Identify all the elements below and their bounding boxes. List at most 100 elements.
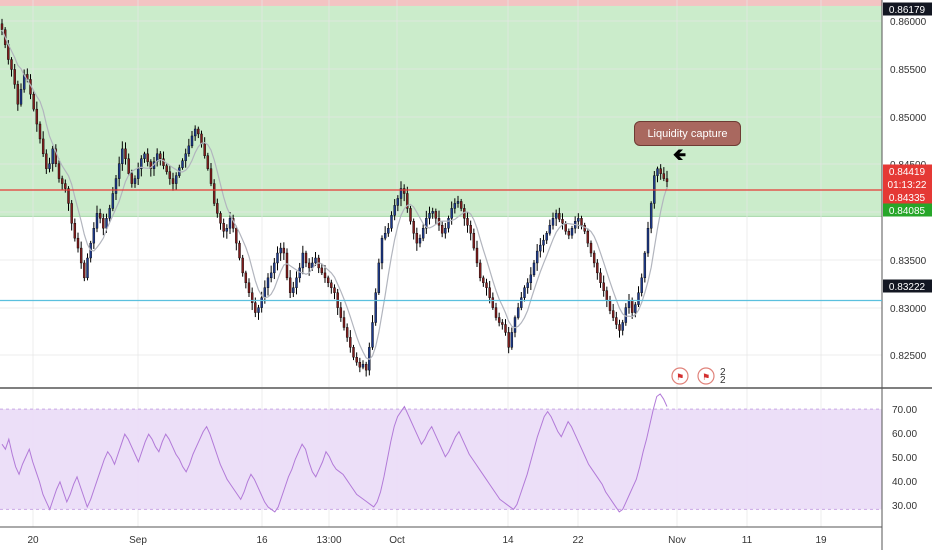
candle xyxy=(70,200,73,231)
candle xyxy=(592,250,596,268)
candle-body xyxy=(330,282,333,288)
candle xyxy=(472,228,476,251)
candle-body xyxy=(295,277,298,288)
candle-body xyxy=(611,310,615,318)
oscillator-line xyxy=(1,393,668,513)
price-tag-label: 0.84335 xyxy=(889,193,926,204)
candle-body xyxy=(466,218,469,226)
candle xyxy=(35,101,39,132)
price-tag: 0.84419 xyxy=(883,164,932,178)
candle xyxy=(504,319,507,336)
candle-body xyxy=(127,158,130,174)
candle xyxy=(19,83,23,107)
candle xyxy=(358,357,362,373)
candle-body xyxy=(257,307,260,313)
candle xyxy=(181,158,184,170)
candle-body xyxy=(659,168,662,174)
candle-body xyxy=(390,215,393,229)
candle-body xyxy=(469,225,472,234)
candle-body xyxy=(599,272,602,284)
candle-body xyxy=(361,363,365,368)
candle xyxy=(510,327,514,350)
time-tick-label: Nov xyxy=(668,535,686,546)
candle xyxy=(447,215,450,233)
candle xyxy=(216,198,219,218)
candle-body xyxy=(545,232,548,241)
candle-body xyxy=(250,292,254,303)
candle xyxy=(516,302,520,320)
candle xyxy=(292,281,295,298)
candle-body xyxy=(146,153,149,162)
candle xyxy=(371,315,374,350)
candle-body xyxy=(567,231,571,236)
candle xyxy=(143,151,146,163)
candle-body xyxy=(548,225,552,234)
price-tag: 0.84335 xyxy=(883,190,932,204)
oscillator-tick-label: 50.00 xyxy=(892,453,917,464)
candle xyxy=(402,184,406,202)
candle xyxy=(355,352,358,366)
candle-body xyxy=(292,287,295,293)
candle-body xyxy=(260,297,263,308)
price-tag-label: 0.86179 xyxy=(889,5,926,16)
candle xyxy=(244,270,248,289)
candle-body xyxy=(67,188,70,204)
flag-icon: ⚑ xyxy=(702,373,710,383)
candle-body xyxy=(193,128,197,137)
candle-body xyxy=(54,148,58,164)
oscillator-tick-label: 30.00 xyxy=(892,501,917,512)
candle-body xyxy=(212,183,216,204)
candle-body xyxy=(421,228,425,239)
candle-body xyxy=(70,203,73,224)
candle-body xyxy=(98,213,102,219)
candle-body xyxy=(649,203,653,229)
left-arrow-icon: 🡸 xyxy=(673,145,686,164)
candle-body xyxy=(564,223,567,232)
candle-body xyxy=(345,327,349,338)
oscillator-tick-label: 40.00 xyxy=(892,477,917,488)
candle xyxy=(127,153,130,176)
liquidity-capture-label: Liquidity capture xyxy=(634,121,741,146)
candle-body xyxy=(276,252,279,264)
candle-body xyxy=(171,178,175,184)
candle-body xyxy=(510,332,514,348)
candle xyxy=(238,240,241,261)
candle xyxy=(580,215,583,230)
time-tick-label: 16 xyxy=(256,535,268,546)
candle xyxy=(79,241,83,269)
candle xyxy=(406,186,409,213)
candle xyxy=(554,209,558,226)
candle xyxy=(352,344,355,361)
candle-body xyxy=(577,218,580,222)
candle xyxy=(102,213,105,236)
candle xyxy=(209,162,213,187)
candle xyxy=(174,172,178,191)
oscillator-tick-label: 70.00 xyxy=(892,405,917,416)
top-band xyxy=(0,0,882,6)
candle xyxy=(282,242,286,260)
candle-body xyxy=(149,161,153,169)
candle-body xyxy=(320,267,324,274)
candle-body xyxy=(551,218,555,226)
candle-body xyxy=(73,223,77,239)
candle-body xyxy=(399,188,403,199)
candle-body xyxy=(409,208,412,222)
candle xyxy=(146,148,149,167)
candle-body xyxy=(450,208,453,219)
candle-body xyxy=(497,317,501,323)
candle xyxy=(383,226,387,241)
candle xyxy=(60,175,64,191)
candle-body xyxy=(507,332,510,348)
candle-body xyxy=(387,228,390,234)
candle-body xyxy=(621,322,624,331)
candle-body xyxy=(247,282,251,293)
candle xyxy=(529,267,533,290)
candle-body xyxy=(637,292,640,305)
candle xyxy=(38,121,42,144)
candle-body xyxy=(605,290,609,301)
candle-body xyxy=(529,274,533,284)
candle xyxy=(117,156,121,187)
candle xyxy=(440,221,444,238)
time-tick-label: 11 xyxy=(742,535,753,546)
